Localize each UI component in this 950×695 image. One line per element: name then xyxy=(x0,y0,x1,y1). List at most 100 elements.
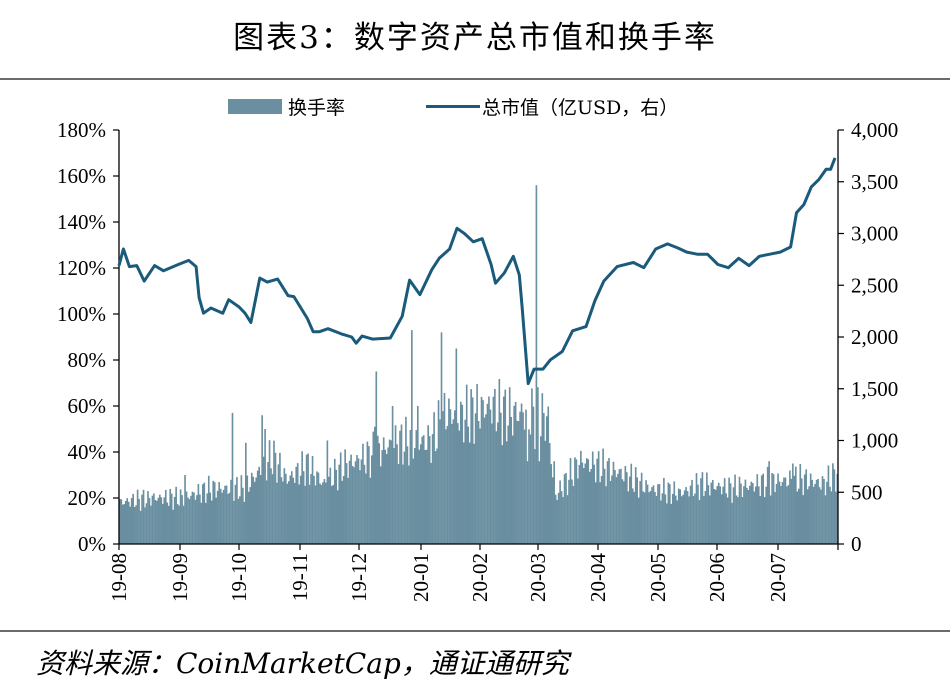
turnover-bar xyxy=(535,185,538,544)
turnover-bar xyxy=(649,490,652,544)
turnover-bar xyxy=(276,482,278,544)
turnover-bar xyxy=(145,503,148,544)
turnover-bar xyxy=(434,451,437,544)
turnover-bar xyxy=(757,486,760,544)
turnover-bar xyxy=(411,330,413,544)
market-cap-line xyxy=(117,157,837,386)
turnover-bar xyxy=(213,482,216,544)
turnover-bar xyxy=(286,483,289,544)
turnover-bar xyxy=(182,505,185,544)
turnover-bar xyxy=(396,444,398,544)
turnover-bar xyxy=(439,419,441,544)
turnover-bar xyxy=(301,451,303,544)
turnover-bar xyxy=(452,419,455,544)
x-tick-label: 19-10 xyxy=(227,553,251,602)
turnover-bar xyxy=(428,436,431,544)
turnover-bar xyxy=(497,422,499,544)
turnover-bar xyxy=(142,489,145,544)
turnover-bar xyxy=(580,450,582,544)
turnover-bar xyxy=(344,449,346,544)
turnover-bar xyxy=(265,480,268,544)
turnover-bar xyxy=(575,459,578,544)
turnover-bar xyxy=(419,444,422,544)
turnover-bar xyxy=(239,496,241,544)
turnover-bar xyxy=(584,463,587,544)
turnover-bar xyxy=(781,482,784,544)
x-tick-label: 20-01 xyxy=(409,553,433,602)
turnover-bar xyxy=(651,487,653,544)
turnover-bar xyxy=(540,436,542,544)
turnover-bar xyxy=(338,464,341,544)
turnover-bar xyxy=(495,431,498,544)
right-tick-label: 1,000 xyxy=(851,429,898,453)
turnover-bar xyxy=(590,468,593,544)
turnover-bar xyxy=(778,481,781,544)
turnover-bar xyxy=(157,497,160,544)
turnover-bar xyxy=(250,472,253,544)
turnover-bar xyxy=(253,481,256,544)
turnover-bar xyxy=(280,477,283,544)
turnover-bar xyxy=(686,491,689,544)
turnover-bar xyxy=(295,466,298,544)
right-tick-label: 3,500 xyxy=(851,170,898,194)
turnover-bar xyxy=(299,475,302,544)
turnover-bar xyxy=(443,392,446,544)
left-tick-label: 180% xyxy=(57,118,106,142)
turnover-bar xyxy=(646,484,649,544)
turnover-bar xyxy=(451,423,453,544)
turnover-bar xyxy=(446,425,449,544)
turnover-bar xyxy=(722,486,724,544)
turnover-bar xyxy=(139,510,142,544)
turnover-bar xyxy=(815,479,818,544)
turnover-bar xyxy=(360,459,363,544)
turnover-bar xyxy=(505,441,508,544)
turnover-bar xyxy=(320,484,323,544)
turnover-bar xyxy=(704,491,707,544)
turnover-bar xyxy=(442,411,444,544)
turnover-bar xyxy=(227,493,229,544)
turnover-bar xyxy=(594,482,597,544)
turnover-bar xyxy=(130,498,133,544)
turnover-bar xyxy=(328,476,330,544)
turnover-bar xyxy=(194,499,197,544)
turnover-bar xyxy=(695,473,698,544)
turnover-bar xyxy=(731,502,733,544)
turnover-bar xyxy=(578,464,581,544)
turnover-bar xyxy=(817,478,819,544)
turnover-bar xyxy=(150,505,152,544)
x-axis-labels: 19-08 19-09 19-10 19-11 19-12 20-01 20-02 20-03… xyxy=(107,553,790,602)
turnover-bar xyxy=(703,495,705,544)
turnover-bar xyxy=(156,500,158,544)
left-tick-label: 0% xyxy=(78,532,106,556)
turnover-bar xyxy=(135,505,137,544)
turnover-bar xyxy=(833,469,836,544)
turnover-bar xyxy=(240,475,243,544)
turnover-bar xyxy=(176,504,179,544)
turnover-bar xyxy=(694,493,696,544)
turnover-bar xyxy=(120,499,123,544)
turnover-bar xyxy=(554,494,557,544)
turnover-bar xyxy=(796,491,799,544)
turnover-bar xyxy=(166,502,169,544)
turnover-bar xyxy=(402,464,404,544)
turnover-bar xyxy=(502,396,505,544)
turnover-bar xyxy=(317,472,320,544)
turnover-bar xyxy=(557,492,560,544)
turnover-bar xyxy=(617,473,619,544)
right-tick-label: 0 xyxy=(851,532,862,556)
left-tick-label: 40% xyxy=(68,440,107,464)
turnover-bar xyxy=(626,472,628,544)
turnover-bar xyxy=(631,488,634,544)
turnover-bar xyxy=(193,492,195,544)
turnover-bar xyxy=(347,477,349,544)
turnover-bar xyxy=(393,448,395,544)
turnover-bar xyxy=(285,473,287,544)
turnover-bar xyxy=(488,396,490,544)
turnover-bar xyxy=(196,495,198,544)
turnover-bar xyxy=(246,475,249,544)
turnover-bar xyxy=(749,485,751,544)
turnover-bar xyxy=(648,492,650,544)
turnover-bar xyxy=(354,461,357,544)
turnover-bar xyxy=(416,406,419,544)
turnover-bar xyxy=(314,485,317,544)
